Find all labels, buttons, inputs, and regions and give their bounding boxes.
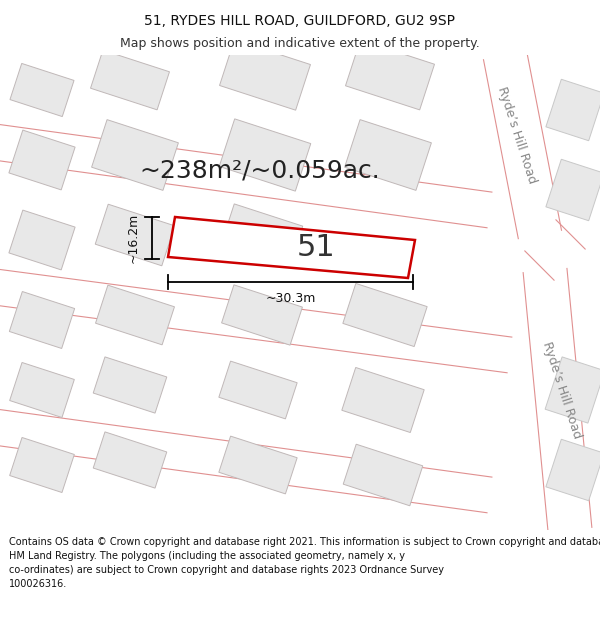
Polygon shape — [546, 439, 600, 501]
Polygon shape — [9, 210, 75, 270]
Polygon shape — [342, 368, 424, 432]
Polygon shape — [10, 291, 74, 349]
Polygon shape — [219, 436, 297, 494]
Text: Ryde’s Hill Road: Ryde’s Hill Road — [495, 85, 539, 185]
Polygon shape — [92, 119, 178, 191]
Polygon shape — [344, 119, 431, 191]
Polygon shape — [343, 284, 427, 346]
Text: 51: 51 — [297, 234, 336, 262]
Polygon shape — [545, 357, 600, 423]
Text: Contains OS data © Crown copyright and database right 2021. This information is : Contains OS data © Crown copyright and d… — [9, 537, 600, 589]
Text: Ryde’s Hill Road: Ryde’s Hill Road — [540, 340, 584, 440]
Text: ~238m²/~0.059ac.: ~238m²/~0.059ac. — [140, 158, 380, 182]
Polygon shape — [10, 63, 74, 117]
Polygon shape — [219, 119, 311, 191]
Polygon shape — [95, 204, 175, 266]
Polygon shape — [93, 357, 167, 413]
Polygon shape — [221, 204, 303, 266]
Polygon shape — [168, 217, 415, 278]
Polygon shape — [219, 361, 297, 419]
Polygon shape — [546, 79, 600, 141]
Polygon shape — [346, 40, 434, 110]
Polygon shape — [10, 362, 74, 418]
Polygon shape — [93, 432, 167, 488]
Polygon shape — [91, 50, 169, 110]
Polygon shape — [220, 40, 310, 110]
Text: ~16.2m: ~16.2m — [127, 213, 140, 263]
Text: Map shows position and indicative extent of the property.: Map shows position and indicative extent… — [120, 38, 480, 51]
Text: ~30.3m: ~30.3m — [265, 291, 316, 304]
Polygon shape — [95, 285, 175, 345]
Polygon shape — [546, 159, 600, 221]
Polygon shape — [221, 285, 302, 345]
Polygon shape — [9, 130, 75, 190]
Polygon shape — [343, 444, 423, 506]
Text: 51, RYDES HILL ROAD, GUILDFORD, GU2 9SP: 51, RYDES HILL ROAD, GUILDFORD, GU2 9SP — [145, 14, 455, 28]
Polygon shape — [10, 438, 74, 493]
